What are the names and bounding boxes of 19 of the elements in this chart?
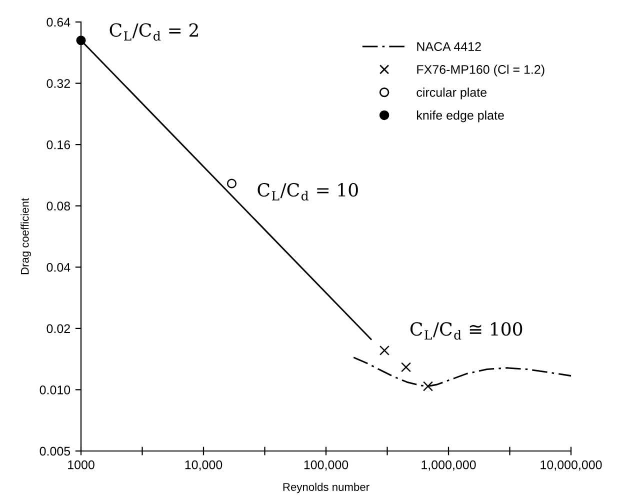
legend-label: knife edge plate: [417, 110, 504, 122]
y-tick-label: 0.005: [40, 446, 70, 456]
legend-label: FX76-MP160 (Cl = 1.2): [417, 64, 544, 76]
x-tick-label: 10,000,000: [540, 460, 602, 471]
legend-label: circular plate: [416, 88, 486, 100]
y-tick-label: 0.64: [46, 18, 70, 27]
y-tick-label: 0.08: [46, 202, 70, 211]
x-tick-label: 1000: [68, 460, 94, 470]
y-tick-label: 0.02: [46, 324, 70, 334]
x-axis-title: Reynolds number: [283, 482, 370, 494]
legend-label: NACA 4412: [417, 42, 481, 52]
y-tick-label: 0.010: [40, 386, 70, 394]
y-tick-label: 0.32: [46, 79, 70, 88]
y-tick-label: 0.04: [46, 262, 70, 272]
x-tick-label: 10,000: [185, 460, 222, 471]
x-tick-label: 100,000: [304, 460, 348, 471]
y-tick-label: 0.16: [46, 140, 70, 150]
y-axis-title: Drag coefficient: [20, 198, 31, 274]
x-tick-label: 1,000,000: [422, 460, 476, 471]
